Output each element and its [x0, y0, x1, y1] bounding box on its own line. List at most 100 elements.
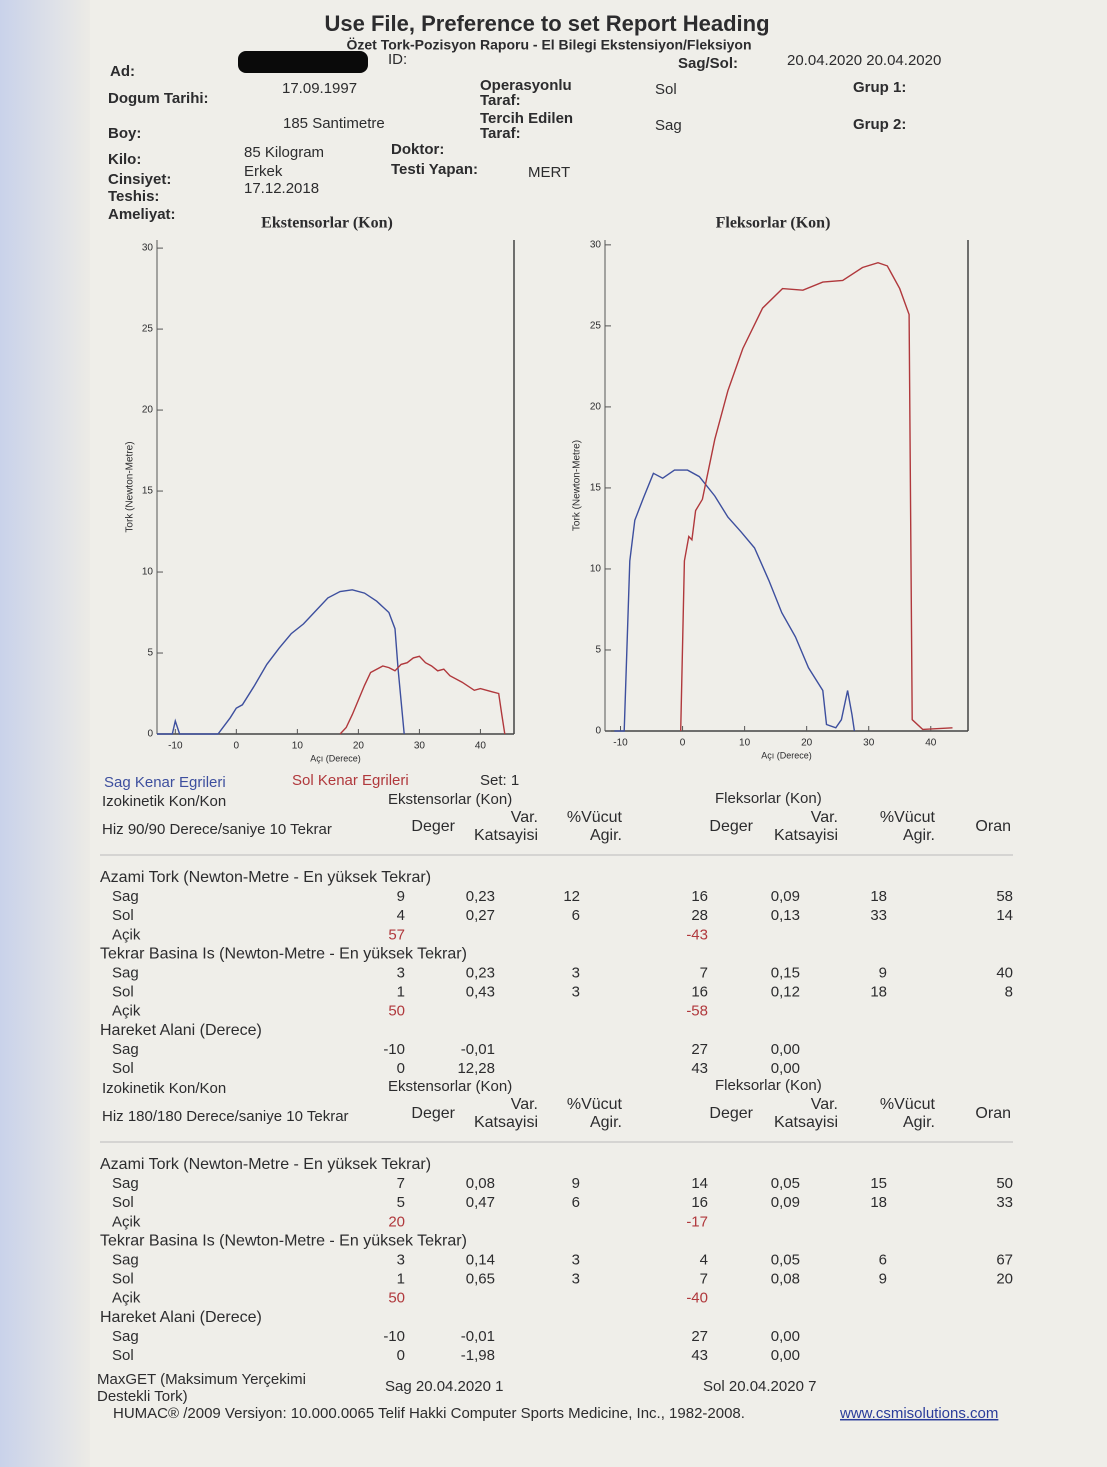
- cell: 9: [572, 1175, 580, 1192]
- cell: 3: [397, 1251, 405, 1268]
- legend-entry: Sol Kenar Egrileri: [292, 772, 409, 789]
- footer-label: MaxGET (Maksimum Yerçekimi: [97, 1371, 306, 1388]
- cell: 20: [996, 1271, 1013, 1288]
- cell: 43: [691, 1347, 708, 1364]
- y-tick-label: 20: [590, 402, 602, 413]
- cell: -1,98: [461, 1347, 495, 1364]
- x-tick-label: 0: [680, 738, 686, 749]
- row-label: Sag: [112, 1328, 139, 1345]
- field-label: Taraf:: [480, 92, 521, 109]
- url[interactable]: www.csmisolutions.com: [839, 1405, 998, 1422]
- cell: 14: [691, 1175, 708, 1192]
- row-label: Sag: [112, 888, 139, 905]
- group-title: Hareket Alani (Derece): [100, 1022, 262, 1039]
- cell: 0,08: [466, 1175, 495, 1192]
- row-label: Açik: [112, 1213, 141, 1230]
- column-header: Var.: [511, 809, 538, 826]
- chart-title: Ekstensorlar (Kon): [261, 215, 393, 232]
- x-tick-label: 20: [801, 738, 813, 749]
- cell: 9: [879, 964, 887, 981]
- cell: 4: [397, 907, 405, 924]
- cell: 58: [996, 888, 1013, 905]
- y-tick-label: 5: [147, 648, 153, 659]
- row-label: Sol: [112, 1347, 134, 1364]
- column-header: Var.: [511, 1096, 538, 1113]
- column-header: Katsayisi: [474, 827, 538, 844]
- x-tick-label: 40: [925, 738, 937, 749]
- redaction: [238, 51, 368, 73]
- section-group: Ekstensorlar (Kon): [388, 791, 512, 808]
- group-title: Tekrar Basina Is (Newton-Metre - En yüks…: [100, 1233, 467, 1250]
- cell: 0,43: [466, 984, 495, 1001]
- cell: 20: [388, 1213, 405, 1230]
- paper-edge: [0, 0, 90, 1467]
- y-tick-label: 15: [590, 483, 602, 494]
- footer-label: Destekli Tork): [97, 1388, 188, 1405]
- cell: 9: [879, 1271, 887, 1288]
- column-header: Agir.: [590, 827, 622, 844]
- cell: 4: [700, 1251, 708, 1268]
- cell: 0,00: [771, 1328, 800, 1345]
- cell: 1: [397, 1271, 405, 1288]
- cell: 43: [691, 1060, 708, 1077]
- y-tick-label: 20: [142, 405, 154, 416]
- cell: 0,65: [466, 1271, 495, 1288]
- field-label: Teshis:: [108, 188, 159, 205]
- cell: 0,27: [466, 907, 495, 924]
- column-header: Katsayisi: [774, 827, 838, 844]
- column-header: Agir.: [903, 827, 935, 844]
- x-tick-label: 30: [414, 741, 426, 752]
- cell: 3: [572, 964, 580, 981]
- field-label: Grup 2:: [853, 116, 906, 133]
- cell: 15: [870, 1175, 887, 1192]
- column-header: Oran: [975, 1105, 1011, 1122]
- cell: 0,14: [466, 1251, 495, 1268]
- cell: 0,00: [771, 1041, 800, 1058]
- field-label: Testi Yapan:: [391, 161, 478, 178]
- section-group: Fleksorlar (Kon): [715, 790, 822, 807]
- row-label: Sol: [112, 984, 134, 1001]
- row-label: Sag: [112, 964, 139, 981]
- y-tick-label: 10: [590, 564, 602, 575]
- legend-entry: Sag Kenar Egrileri: [104, 774, 226, 791]
- footer-value: Sol 20.04.2020 7: [703, 1378, 816, 1395]
- x-tick-label: 10: [739, 738, 751, 749]
- report-subtitle: Özet Tork-Pozisyon Raporu - El Bilegi Ek…: [346, 37, 751, 53]
- y-axis-label: Tork (Newton-Metre): [125, 441, 136, 532]
- cell: 16: [691, 1194, 708, 1211]
- cell: 3: [572, 984, 580, 1001]
- cell: 0,09: [771, 888, 800, 905]
- cell: 0: [397, 1060, 405, 1077]
- cell: -0,01: [461, 1041, 495, 1058]
- field-value: 20.04.2020 20.04.2020: [787, 52, 941, 69]
- row-label: Açik: [112, 926, 141, 943]
- row-label: Sag: [112, 1175, 139, 1192]
- x-tick-label: -10: [613, 738, 628, 749]
- cell: 9: [397, 888, 405, 905]
- cell: 16: [691, 888, 708, 905]
- cell: 50: [388, 1290, 405, 1307]
- x-tick-label: -10: [168, 741, 183, 752]
- column-header: Deger: [411, 1105, 455, 1122]
- x-axis-label: Açı (Derece): [761, 750, 812, 760]
- x-tick-label: 40: [475, 741, 487, 752]
- row-label: Açik: [112, 1003, 141, 1020]
- row-label: Açik: [112, 1290, 141, 1307]
- y-tick-label: 30: [590, 240, 602, 251]
- report-title: Use File, Preference to set Report Headi…: [324, 11, 769, 36]
- cell: 0,47: [466, 1194, 495, 1211]
- group-title: Tekrar Basina Is (Newton-Metre - En yüks…: [100, 946, 467, 963]
- cell: 3: [397, 964, 405, 981]
- column-header: Deger: [709, 818, 753, 835]
- cell: 8: [1005, 984, 1013, 1001]
- cell: 3: [572, 1271, 580, 1288]
- cell: 50: [996, 1175, 1013, 1192]
- field-value: Erkek: [244, 163, 283, 180]
- cell: 7: [700, 964, 708, 981]
- column-header: Var.: [811, 809, 838, 826]
- cell: 18: [870, 1194, 887, 1211]
- chart-title: Fleksorlar (Kon): [716, 215, 831, 232]
- cell: 0,05: [771, 1251, 800, 1268]
- field-value: Sol: [655, 81, 677, 98]
- cell: 6: [572, 1194, 580, 1211]
